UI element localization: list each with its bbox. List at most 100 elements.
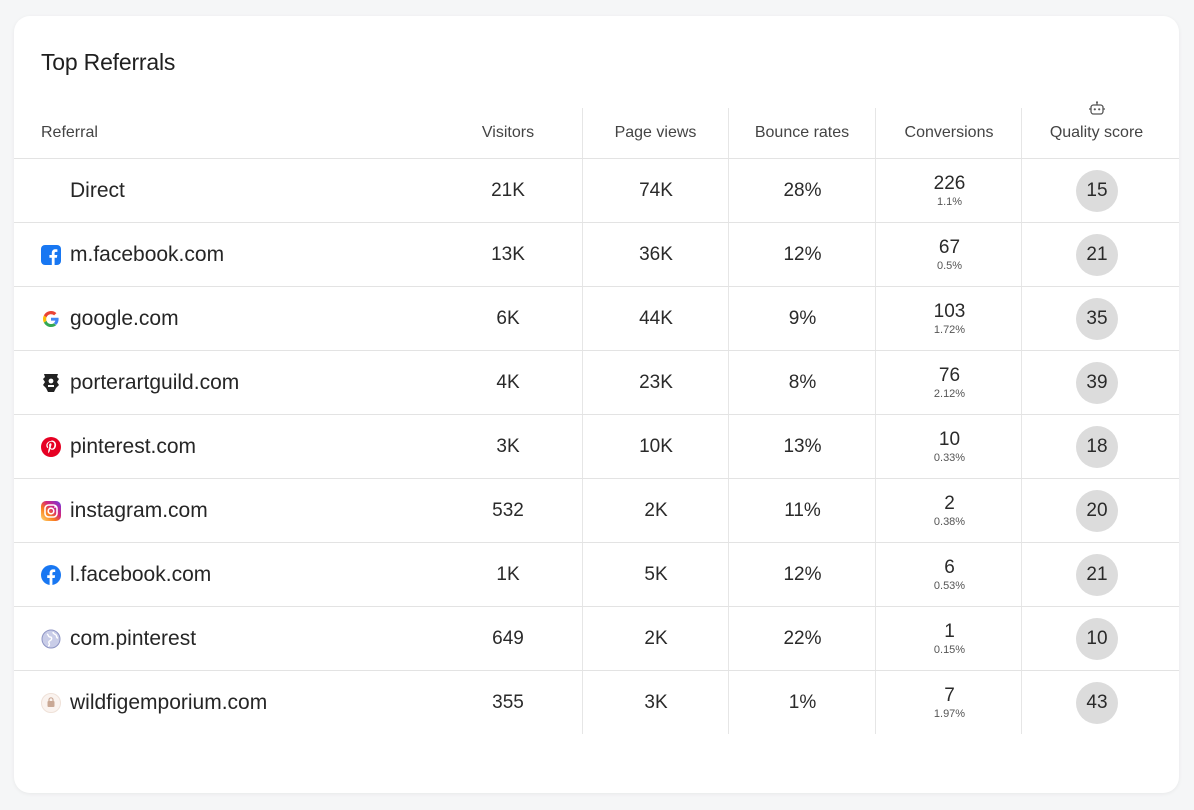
quality-score-cell: 18 <box>1021 415 1172 478</box>
conversions-cell: 10 0.33% <box>875 415 1023 478</box>
page-views-value: 2K <box>644 627 668 649</box>
conversion-rate: 1.72% <box>933 324 966 336</box>
conversions-value: 103 <box>933 301 966 322</box>
visitors-cell: 6K <box>434 287 582 350</box>
conversions-cell: 2 0.38% <box>875 479 1023 542</box>
referral-name[interactable]: pinterest.com <box>70 434 197 458</box>
referral-cell[interactable]: porterartguild.com <box>14 351 434 414</box>
visitors-cell: 649 <box>434 607 582 670</box>
referral-name[interactable]: wildfigemporium.com <box>70 690 268 714</box>
header-quality-score[interactable]: Quality score <box>1021 101 1171 158</box>
referral-cell[interactable]: wildfigemporium.com <box>14 671 434 734</box>
referral-cell[interactable]: pinterest.com <box>14 415 434 478</box>
referral-name[interactable]: com.pinterest <box>70 626 197 650</box>
bounce-rate-cell: 11% <box>728 479 876 542</box>
table-header: Referral Visitors Page views Bounce rate… <box>14 101 1179 159</box>
page-views-cell: 2K <box>582 607 729 670</box>
conversions-value: 2 <box>944 493 955 514</box>
quality-score-badge: 35 <box>1076 297 1118 340</box>
quality-score-cell: 21 <box>1021 543 1172 606</box>
table-row[interactable]: com.pinterest 649 2K 22% 1 0.15% 10 <box>14 607 1179 671</box>
conversions-value: 76 <box>938 365 961 386</box>
header-bounce-rates[interactable]: Bounce rates <box>728 108 875 158</box>
bounce-rate-value: 9% <box>788 307 817 329</box>
referral-cell[interactable]: google.com <box>14 287 434 350</box>
bounce-rate-value: 12% <box>783 243 822 265</box>
header-conversions[interactable]: Conversions <box>875 108 1022 158</box>
visitors-cell: 21K <box>434 159 582 222</box>
conversion-rate: 1.97% <box>933 708 966 720</box>
header-visitors-label: Visitors <box>481 124 535 141</box>
globe-icon <box>41 629 61 649</box>
bounce-rate-value: 22% <box>783 627 822 649</box>
quality-score-badge: 10 <box>1076 617 1118 660</box>
conversions-value: 10 <box>938 429 961 450</box>
conversions-value: 7 <box>944 685 955 706</box>
conversions-cell: 1 0.15% <box>875 607 1023 670</box>
referral-name[interactable]: google.com <box>70 306 179 330</box>
facebook-circle-icon <box>41 564 61 585</box>
page-views-cell: 3K <box>582 671 729 734</box>
table-row[interactable]: m.facebook.com 13K 36K 12% 67 0.5% 21 <box>14 223 1179 287</box>
page-views-value: 23K <box>639 371 673 393</box>
page-views-cell: 44K <box>582 287 729 350</box>
bounce-rate-value: 12% <box>783 563 822 585</box>
referral-cell[interactable]: Direct <box>14 159 434 222</box>
referral-name[interactable]: Direct <box>70 178 125 202</box>
header-referral-label: Referral <box>41 124 98 141</box>
bounce-rate-value: 13% <box>783 435 822 457</box>
visitors-value: 649 <box>492 627 524 649</box>
conversions-value: 1 <box>944 621 955 642</box>
quality-score-cell: 39 <box>1021 351 1172 414</box>
page-views-value: 36K <box>639 243 673 265</box>
conversion-rate: 2.12% <box>933 388 966 400</box>
header-page-views[interactable]: Page views <box>582 108 728 158</box>
quality-score-badge: 15 <box>1076 169 1118 212</box>
table-row[interactable]: instagram.com 532 2K 11% 2 0.38% 20 <box>14 479 1179 543</box>
header-conversions-label: Conversions <box>904 124 994 141</box>
page-views-value: 2K <box>644 499 668 521</box>
table-row[interactable]: pinterest.com 3K 10K 13% 10 0.33% 18 <box>14 415 1179 479</box>
quality-score-cell: 35 <box>1021 287 1172 350</box>
visitors-cell: 3K <box>434 415 582 478</box>
page-views-cell: 2K <box>582 479 729 542</box>
quality-score-cell: 10 <box>1021 607 1172 670</box>
bounce-rate-cell: 8% <box>728 351 876 414</box>
top-referrals-card: Top Referrals Referral Visitors Page vie… <box>14 16 1179 793</box>
header-bounce-rates-label: Bounce rates <box>754 124 850 141</box>
header-referral[interactable]: Referral <box>14 108 434 158</box>
referral-name[interactable]: porterartguild.com <box>70 370 240 394</box>
robot-icon <box>1088 101 1106 122</box>
referral-name[interactable]: instagram.com <box>70 498 208 522</box>
visitors-cell: 4K <box>434 351 582 414</box>
referrals-table: Referral Visitors Page views Bounce rate… <box>14 101 1179 734</box>
referral-name[interactable]: l.facebook.com <box>70 562 212 586</box>
header-page-views-label: Page views <box>614 124 697 141</box>
visitors-cell: 13K <box>434 223 582 286</box>
bounce-rate-cell: 12% <box>728 543 876 606</box>
table-row[interactable]: l.facebook.com 1K 5K 12% 6 0.53% 21 <box>14 543 1179 607</box>
bounce-rate-value: 1% <box>788 691 817 713</box>
header-visitors[interactable]: Visitors <box>434 108 582 158</box>
visitors-value: 13K <box>491 243 525 265</box>
conversion-rate: 0.15% <box>933 644 966 656</box>
conversions-cell: 6 0.53% <box>875 543 1023 606</box>
referral-name[interactable]: m.facebook.com <box>70 242 225 266</box>
google-icon <box>41 309 61 329</box>
table-row[interactable]: wildfigemporium.com 355 3K 1% 7 1.97% 43 <box>14 671 1179 734</box>
visitors-cell: 355 <box>434 671 582 734</box>
table-row[interactable]: porterartguild.com 4K 23K 8% 76 2.12% 39 <box>14 351 1179 415</box>
quality-score-badge: 20 <box>1076 489 1118 532</box>
referral-cell[interactable]: instagram.com <box>14 479 434 542</box>
referral-cell[interactable]: l.facebook.com <box>14 543 434 606</box>
table-row[interactable]: google.com 6K 44K 9% 103 1.72% 35 <box>14 287 1179 351</box>
conversion-rate: 0.5% <box>936 260 963 272</box>
table-row[interactable]: Direct 21K 74K 28% 226 1.1% 15 <box>14 159 1179 223</box>
page-views-cell: 5K <box>582 543 729 606</box>
bounce-rate-cell: 9% <box>728 287 876 350</box>
visitors-value: 532 <box>492 499 524 521</box>
bounce-rate-value: 8% <box>788 371 817 393</box>
referral-cell[interactable]: com.pinterest <box>14 607 434 670</box>
card-title: Top Referrals <box>41 49 176 75</box>
referral-cell[interactable]: m.facebook.com <box>14 223 434 286</box>
